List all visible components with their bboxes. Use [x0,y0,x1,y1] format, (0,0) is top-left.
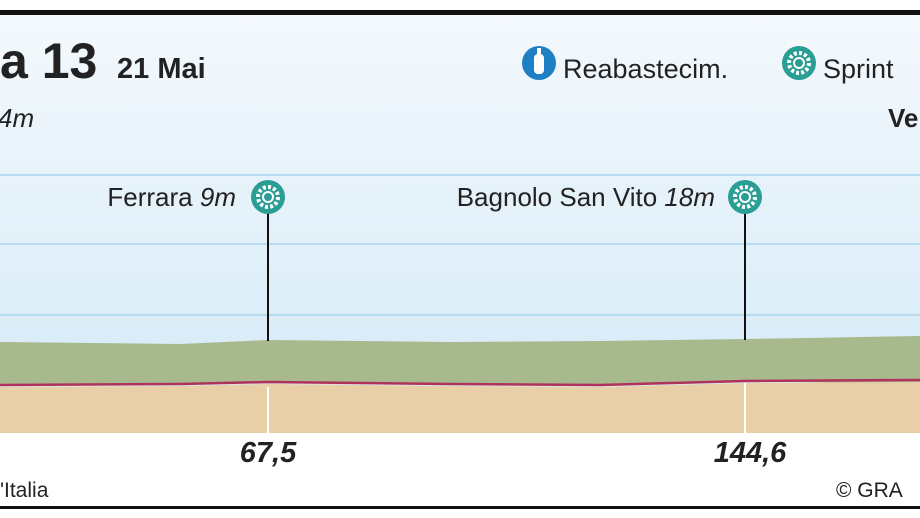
legend-label: Reabastecim. [563,54,728,84]
ground [0,382,920,433]
sprint-icon [726,178,764,216]
point-name: Bagnolo San Vito [457,182,657,212]
credit: © GRA [836,479,903,502]
point-name: Ferrara [107,182,193,212]
start-altitude: 4m [0,103,34,133]
km-label: 144,6 [714,437,787,469]
point-altitude: 9m [200,182,236,212]
point-altitude: 18m [664,182,715,212]
legend-sprint-icon [780,44,818,82]
km-label: 67,5 [240,437,297,469]
route-line [0,378,920,387]
sprint-icon [249,178,287,216]
date: 21 Mai [117,53,206,85]
finish-name: Ve [888,103,918,133]
point-label: Ferrara 9m [107,182,236,212]
source: 'Italia [0,479,49,502]
legend-refuel-icon [522,46,556,80]
point-label: Bagnolo San Vito 18m [457,182,715,212]
title: a 13 [0,33,97,89]
legend-label: Sprint [823,54,894,84]
terrain [0,336,920,385]
bottom-border [0,506,920,509]
top-border [0,10,920,15]
